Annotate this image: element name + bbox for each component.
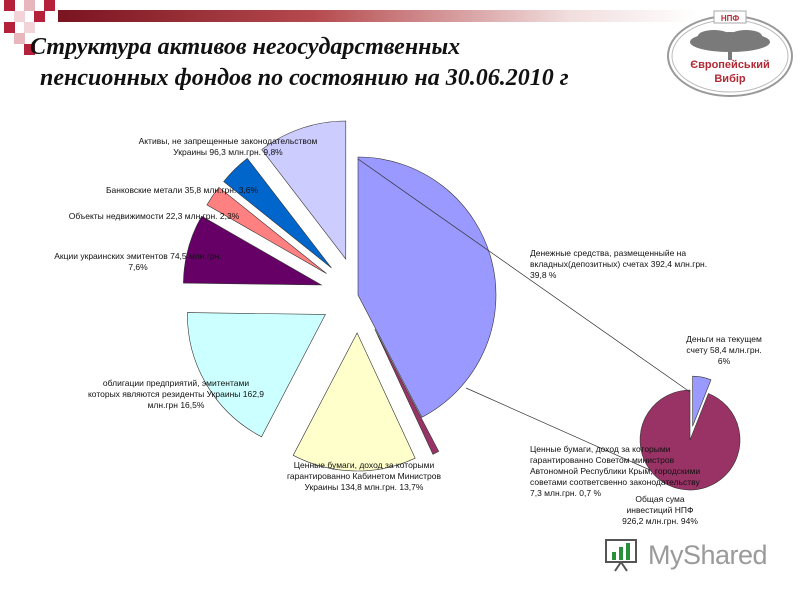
main-slice-label: Активы, не запрещенные законодательством… <box>139 136 318 157</box>
main-pie-slice <box>223 157 332 269</box>
data-labels: Денежные средства, размещенныйе на вкладн… <box>54 136 762 526</box>
secondary-pie-slice <box>692 375 712 427</box>
main-pie-slice <box>357 156 497 418</box>
title-line-2: пенсионных фондов по состоянию на 30.06.… <box>40 65 569 91</box>
title-line-1: Структура активов негосударственных <box>30 34 461 60</box>
logo-line-1: Європейський <box>690 59 769 71</box>
secondary-pie-slice <box>639 389 741 491</box>
main-pie-slice <box>187 312 326 438</box>
slide-title: Структура активов негосударственных пенс… <box>30 32 670 94</box>
logo-line-2: Вибір <box>714 73 746 85</box>
watermark-text: MyShared <box>648 540 768 570</box>
main-pie-slice <box>261 120 347 260</box>
connector-line <box>357 158 691 393</box>
main-slice-label: Банковские метали 35,8 млн.грн. 3,6% <box>106 185 258 195</box>
main-pie-slice <box>292 332 416 472</box>
main-slice-label: Объекты недвижимости 22,3 млн.грн. 2,3% <box>69 211 240 221</box>
header-gradient-bar <box>58 10 698 22</box>
secondary-slice-label: Деньги на текущем счету 58,4 млн.грн. 6% <box>686 334 762 366</box>
decorative-squares <box>0 0 60 60</box>
fund-logo: НПФ Європейський Вибір <box>667 10 793 97</box>
main-slice-label: облигации предприятий, эмитентами которых… <box>88 378 264 410</box>
main-pie <box>183 120 497 472</box>
main-slice-label: Ценные бумаги, доход за которыми гарантир… <box>287 460 442 492</box>
secondary-slice-label: Общая сума инвестиций НПФ 926,2 млн.грн. 9… <box>622 494 698 526</box>
main-pie-slice <box>206 186 327 274</box>
main-slice-label: Акции украинских эмитентов 74,5 млн.грн.… <box>54 251 222 272</box>
logo-abbrev: НПФ <box>721 14 740 23</box>
presentation-icon <box>605 539 637 572</box>
connector-lines <box>357 158 691 471</box>
main-pie-slice <box>183 215 323 286</box>
tree-icon <box>690 30 770 60</box>
main-slice-label: Ценные бумаги, доход за которыми гарантир… <box>530 444 700 498</box>
main-slice-label: Денежные средства, размещенныйе на вкладн… <box>530 248 707 280</box>
main-pie-slice <box>374 328 440 455</box>
secondary-pie <box>639 375 741 491</box>
connector-line <box>465 387 651 471</box>
watermark: MyShared <box>604 536 774 576</box>
